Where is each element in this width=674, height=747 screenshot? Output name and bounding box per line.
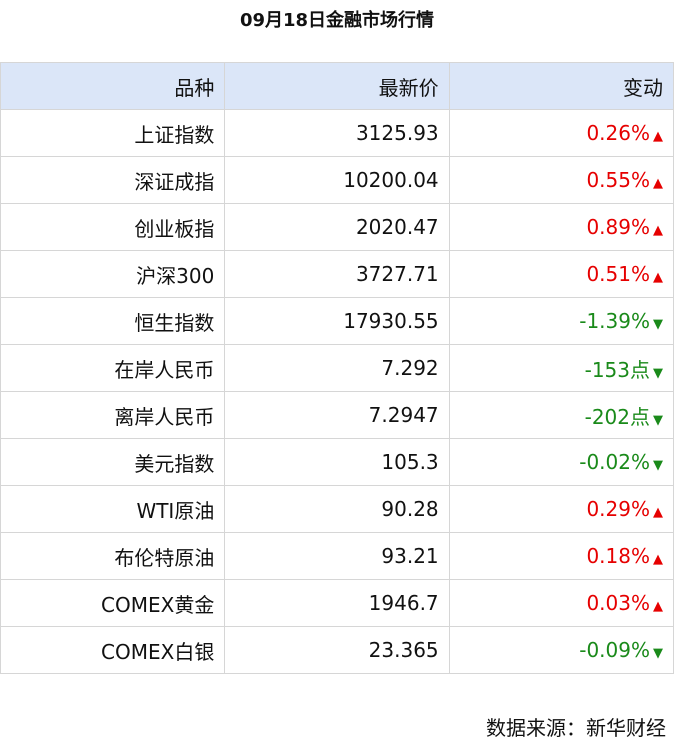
price-cell: 7.292 — [224, 344, 450, 392]
change-arrow: ▲ — [653, 176, 663, 191]
column-header: 最新价 — [224, 62, 450, 110]
price-cell: 17930.55 — [224, 297, 450, 345]
change-value: 0.26% — [586, 121, 650, 145]
change-value: 0.51% — [586, 262, 650, 286]
market-table: 品种 最新价 变动 上证指数 3125.93 0.26% ▲ 深证成指 10200.04 0.5… — [0, 62, 674, 674]
change-arrow: ▼ — [653, 458, 663, 473]
table-body: 上证指数 3125.93 0.26% ▲ 深证成指 10200.04 0.55% ▲ 创业板指 2… — [0, 109, 674, 674]
change-value: -153点 — [584, 357, 650, 382]
row: 美元指数 105.3 -0.02% ▼ — [0, 438, 674, 486]
change-cell: 0.55% ▲ — [448, 156, 674, 204]
change-cell: 0.51% ▲ — [448, 250, 674, 298]
name-cell: COMEX黄金 — [0, 579, 226, 627]
change-cell: -153点 ▼ — [448, 344, 674, 392]
change-cell: -0.02% ▼ — [448, 438, 674, 486]
row: 在岸人民币 7.292 -153点 ▼ — [0, 344, 674, 392]
name-cell: 深证成指 — [0, 156, 226, 204]
change-cell: 0.89% ▲ — [448, 203, 674, 251]
change-value: -202点 — [584, 404, 650, 429]
price-cell: 23.365 — [224, 626, 450, 674]
change-arrow: ▲ — [653, 223, 663, 238]
name-cell: 离岸人民币 — [0, 391, 226, 439]
change-value: 0.18% — [586, 544, 650, 568]
change-arrow: ▼ — [653, 365, 663, 381]
header-row: 品种 最新价 变动 — [0, 62, 674, 110]
name-cell: 沪深300 — [0, 250, 226, 298]
change-value: 0.29% — [586, 497, 650, 521]
change-arrow: ▼ — [653, 317, 663, 332]
price-cell: 3727.71 — [224, 250, 450, 298]
column-header: 品种 — [0, 62, 226, 110]
column-header: 变动 — [448, 62, 674, 110]
name-cell: 上证指数 — [0, 109, 226, 157]
change-value: -1.39% — [579, 309, 650, 333]
row: 创业板指 2020.47 0.89% ▲ — [0, 203, 674, 251]
price-cell: 90.28 — [224, 485, 450, 533]
price-cell: 10200.04 — [224, 156, 450, 204]
title: 09月18日金融市场行情 — [239, 10, 435, 31]
row: 恒生指数 17930.55 -1.39% ▼ — [0, 297, 674, 345]
change-arrow: ▼ — [653, 646, 663, 661]
change-arrow: ▲ — [653, 270, 663, 285]
name-cell: 创业板指 — [0, 203, 226, 251]
change-value: -0.02% — [579, 450, 650, 474]
row: 深证成指 10200.04 0.55% ▲ — [0, 156, 674, 204]
price-cell: 3125.93 — [224, 109, 450, 157]
name-cell: 布伦特原油 — [0, 532, 226, 580]
change-cell: -0.09% ▼ — [448, 626, 674, 674]
name-cell: 美元指数 — [0, 438, 226, 486]
row: COMEX黄金 1946.7 0.03% ▲ — [0, 579, 674, 627]
row: 沪深300 3727.71 0.51% ▲ — [0, 250, 674, 298]
name-cell: WTI原油 — [0, 485, 226, 533]
row: 上证指数 3125.93 0.26% ▲ — [0, 109, 674, 157]
change-arrow: ▲ — [653, 552, 663, 567]
change-cell: 0.26% ▲ — [448, 109, 674, 157]
change-value: 0.03% — [586, 591, 650, 615]
change-arrow: ▲ — [653, 599, 663, 614]
name-cell: COMEX白银 — [0, 626, 226, 674]
change-value: -0.09% — [579, 638, 650, 662]
price-cell: 1946.7 — [224, 579, 450, 627]
change-value: 0.55% — [586, 168, 650, 192]
row: 离岸人民币 7.2947 -202点 ▼ — [0, 391, 674, 439]
source: 数据来源：新华财经 — [486, 716, 666, 740]
change-cell: 0.29% ▲ — [448, 485, 674, 533]
name-cell: 在岸人民币 — [0, 344, 226, 392]
change-cell: -1.39% ▼ — [448, 297, 674, 345]
price-cell: 105.3 — [224, 438, 450, 486]
change-cell: 0.18% ▲ — [448, 532, 674, 580]
name-cell: 恒生指数 — [0, 297, 226, 345]
change-arrow: ▲ — [653, 129, 663, 144]
change-arrow: ▲ — [653, 505, 663, 520]
price-cell: 7.2947 — [224, 391, 450, 439]
row: WTI原油 90.28 0.29% ▲ — [0, 485, 674, 533]
row: 布伦特原油 93.21 0.18% ▲ — [0, 532, 674, 580]
price-cell: 93.21 — [224, 532, 450, 580]
change-cell: 0.03% ▲ — [448, 579, 674, 627]
price-cell: 2020.47 — [224, 203, 450, 251]
change-value: 0.89% — [586, 215, 650, 239]
change-cell: -202点 ▼ — [448, 391, 674, 439]
row: COMEX白银 23.365 -0.09% ▼ — [0, 626, 674, 674]
change-arrow: ▼ — [653, 412, 663, 428]
